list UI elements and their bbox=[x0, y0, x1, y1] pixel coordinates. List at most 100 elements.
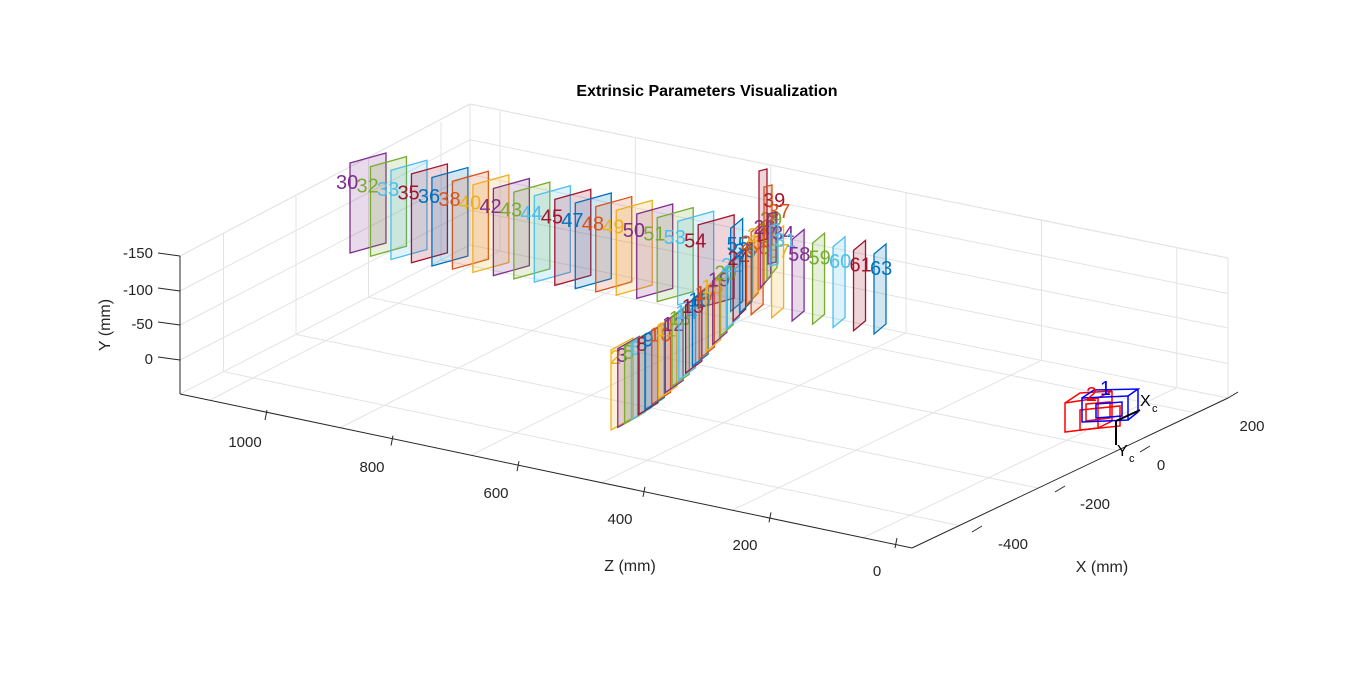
view-plane bbox=[636, 203, 674, 300]
grid-line bbox=[911, 397, 1229, 549]
calibration-view: 58 bbox=[788, 228, 810, 323]
view-label: 39 bbox=[763, 190, 785, 212]
grid-line bbox=[157, 252, 181, 257]
y-tick-label: -150 bbox=[123, 245, 153, 262]
views-near-arm: 2356891011121314151617181920222425262728… bbox=[610, 209, 782, 432]
x-tick-label: 0 bbox=[1157, 457, 1165, 474]
grid-line bbox=[368, 296, 1118, 451]
calibration-view: 45 bbox=[541, 188, 592, 287]
view-plane bbox=[390, 159, 428, 261]
view-label: 47 bbox=[561, 210, 583, 232]
view-label: 30 bbox=[336, 172, 358, 194]
grid-line bbox=[179, 139, 471, 292]
grid-line bbox=[179, 174, 471, 326]
calibration-view: 32 bbox=[356, 155, 408, 258]
grid-line bbox=[1139, 445, 1151, 453]
view-plane bbox=[697, 214, 735, 309]
view-label: 31 bbox=[774, 230, 796, 252]
camera-axes bbox=[1115, 409, 1141, 445]
calibration-view: 42 bbox=[479, 177, 531, 277]
view-plane bbox=[533, 184, 571, 284]
view-label: 57 bbox=[768, 241, 790, 263]
view-label: 58 bbox=[788, 244, 810, 266]
view-label: 61 bbox=[850, 255, 872, 277]
calibration-view: 60 bbox=[829, 235, 851, 329]
grid-line bbox=[340, 277, 636, 428]
y-tick-label: 0 bbox=[145, 351, 153, 368]
calibration-view: 57 bbox=[768, 224, 790, 320]
grid-line bbox=[223, 371, 960, 526]
view-label: 42 bbox=[479, 196, 501, 218]
y-tick-label: -50 bbox=[131, 316, 153, 333]
camera-axis-x-label: X bbox=[1140, 393, 1151, 410]
calibration-view: 51 bbox=[643, 206, 694, 303]
z-tick-label: 200 bbox=[732, 537, 757, 554]
calibration-view: 63 bbox=[870, 242, 892, 336]
view-label: 63 bbox=[870, 258, 892, 280]
grid-line bbox=[601, 332, 907, 483]
grid-line bbox=[157, 321, 181, 326]
view-label: 38 bbox=[438, 189, 460, 211]
view-plane bbox=[492, 177, 531, 277]
grid-line bbox=[179, 209, 471, 361]
view-label: 60 bbox=[829, 251, 851, 273]
grid-line bbox=[732, 359, 1042, 511]
view-label: 53 bbox=[664, 227, 686, 249]
grid-line bbox=[157, 356, 181, 361]
x-tick-label: -400 bbox=[998, 536, 1028, 553]
grid-line bbox=[209, 250, 501, 401]
view-label: 24 bbox=[727, 248, 749, 270]
axes-grid bbox=[157, 103, 1239, 549]
view-label: 8 bbox=[636, 334, 647, 356]
calibration-view: 47 bbox=[561, 192, 612, 290]
y-tick-labels: -150 -100 -50 0 bbox=[123, 245, 153, 368]
view-label: 5 bbox=[623, 342, 634, 364]
camera-label-2: 2 bbox=[1086, 384, 1097, 406]
grid-line bbox=[971, 525, 983, 533]
calibration-view: 49 bbox=[602, 199, 653, 296]
y-axis-label: Y (mm) bbox=[97, 299, 114, 351]
view-label: 48 bbox=[582, 213, 604, 235]
view-label: 40 bbox=[459, 193, 481, 215]
calibration-view: 59 bbox=[809, 231, 831, 326]
grid-line bbox=[469, 103, 1229, 259]
grid-line bbox=[894, 537, 898, 549]
view-plane bbox=[369, 155, 408, 258]
z-tick-label: 800 bbox=[359, 459, 384, 476]
calibration-view: 40 bbox=[459, 173, 510, 274]
z-tick-label: 400 bbox=[607, 511, 632, 528]
view-plane bbox=[791, 228, 805, 323]
grid-line bbox=[157, 287, 181, 292]
view-label: 32 bbox=[356, 175, 378, 197]
view-plane bbox=[513, 181, 551, 280]
z-axis-label: Z (mm) bbox=[604, 558, 656, 575]
z-tick-label: 1000 bbox=[228, 434, 261, 451]
calibration-view: 30 bbox=[336, 152, 387, 254]
view-plane bbox=[684, 291, 703, 375]
view-label: 33 bbox=[377, 179, 399, 201]
view-label: 20 bbox=[714, 262, 736, 284]
x-tick-label: 200 bbox=[1239, 418, 1264, 435]
grid-line bbox=[1054, 485, 1066, 493]
camera-axis-x-sub: c bbox=[1152, 403, 1158, 415]
view-plane bbox=[698, 279, 716, 361]
grid-line bbox=[179, 244, 471, 395]
view-label: 25 bbox=[734, 240, 756, 262]
view-label: 51 bbox=[643, 224, 665, 246]
z-tick-labels: 1000 800 600 400 200 0 bbox=[228, 434, 881, 580]
view-label: 3 bbox=[617, 345, 628, 367]
view-label: 35 bbox=[397, 182, 419, 204]
calibration-view: 38 bbox=[438, 170, 490, 271]
grid-line bbox=[863, 387, 1178, 538]
calibration-view: 48 bbox=[582, 195, 633, 293]
calibration-view: 31 bbox=[769, 223, 796, 267]
camera-axis-y-label: Y bbox=[1117, 443, 1128, 460]
grid-line bbox=[642, 486, 646, 497]
calibration-view: 17 bbox=[695, 279, 717, 361]
view-plane bbox=[431, 166, 469, 267]
view-label: 9 bbox=[643, 329, 654, 351]
view-plane bbox=[677, 210, 715, 306]
view-label: 43 bbox=[500, 200, 522, 222]
view-plane bbox=[349, 152, 387, 254]
camera-axis-y-sub: c bbox=[1129, 453, 1135, 465]
